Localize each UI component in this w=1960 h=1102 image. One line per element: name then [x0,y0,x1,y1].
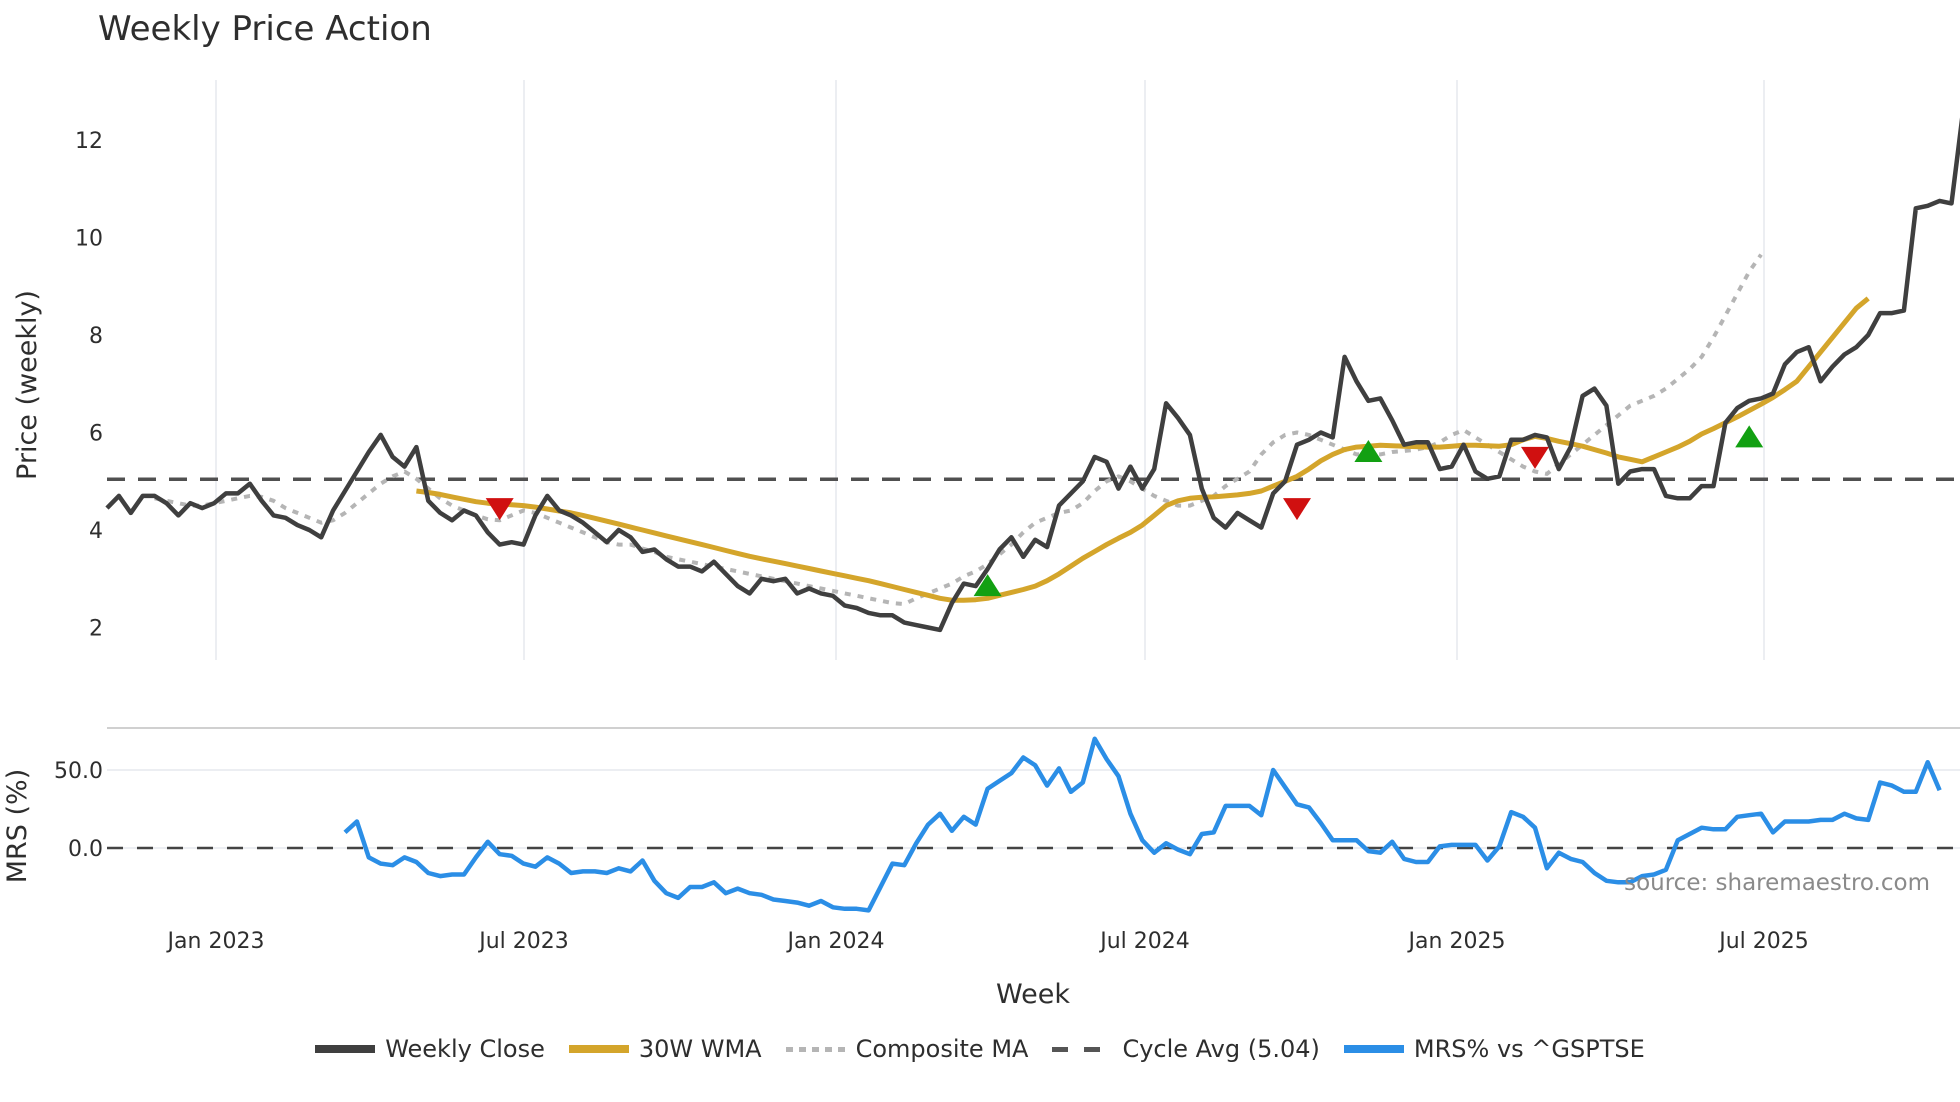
sell-signal-triangle-icon [1521,446,1549,469]
x-tick-label: Jan 2023 [166,929,265,954]
x-gridlines [215,80,1765,660]
mrs-y-tick-label: 0.0 [68,837,103,862]
chart-title: Weekly Price Action [98,9,432,49]
source-attribution: source: sharemaestro.com [1624,870,1930,896]
legend-label: Cycle Avg (5.04) [1122,1035,1320,1063]
cycle-avg-swatch-icon [1052,1046,1113,1052]
composite-ma-swatch-icon [785,1046,846,1052]
mrs-y-tick-label: 50.0 [54,759,103,784]
legend-label: 30W WMA [638,1035,762,1063]
price-y-tick-label: 4 [89,519,103,544]
mrs-y-axis-title: MRS (%) [2,769,33,884]
composite-ma-line [154,253,1763,607]
x-axis-ticks: Jan 2023 Jul 2023 Jan 2024 Jul 2024 Jan 2025… [166,929,1809,954]
signal-markers [485,425,1764,597]
legend: Weekly Close 30W WMA Composite MA Cycle … [0,1035,1960,1063]
price-y-axis-title: Price (weekly) [12,290,43,480]
x-tick-label: Jan 2025 [1407,929,1506,954]
x-tick-label: Jul 2023 [477,929,569,954]
wma-30w-line [416,296,1870,603]
price-y-tick-label: 2 [89,617,103,642]
legend-item-cycle-avg[interactable]: Cycle Avg (5.04) [1052,1035,1320,1063]
legend-label: Composite MA [855,1035,1029,1063]
legend-item-composite-ma[interactable]: Composite MA [785,1035,1029,1063]
buy-signal-triangle-icon [973,574,1002,597]
mrs-line [343,736,1942,913]
legend-label: MRS% vs ^GSPTSE [1413,1035,1645,1063]
x-axis-title: Week [996,979,1070,1010]
legend-item-mrs[interactable]: MRS% vs ^GSPTSE [1343,1035,1645,1063]
x-tick-label: Jul 2024 [1098,929,1190,954]
price-y-tick-label: 12 [75,129,103,154]
weekly-close-swatch-icon [315,1045,376,1053]
buy-signal-triangle-icon [1354,440,1383,462]
price-y-tick-label: 8 [89,324,103,349]
sell-signal-triangle-icon [485,498,514,521]
price-y-ticks: 2 4 6 8 10 12 [75,129,103,642]
price-y-tick-label: 6 [89,422,103,447]
x-tick-label: Jul 2025 [1717,929,1809,954]
x-tick-label: Jan 2024 [786,929,885,954]
wma-swatch-icon [568,1045,629,1053]
legend-label: Weekly Close [385,1035,545,1063]
buy-signal-triangle-icon [1735,425,1764,448]
sell-signal-triangle-icon [1283,498,1311,521]
legend-item-wma[interactable]: 30W WMA [568,1035,762,1063]
legend-item-weekly-close[interactable]: Weekly Close [315,1035,545,1063]
weekly-close-line [105,117,1960,633]
price-y-tick-label: 10 [75,227,103,252]
mrs-swatch-icon [1343,1045,1404,1053]
